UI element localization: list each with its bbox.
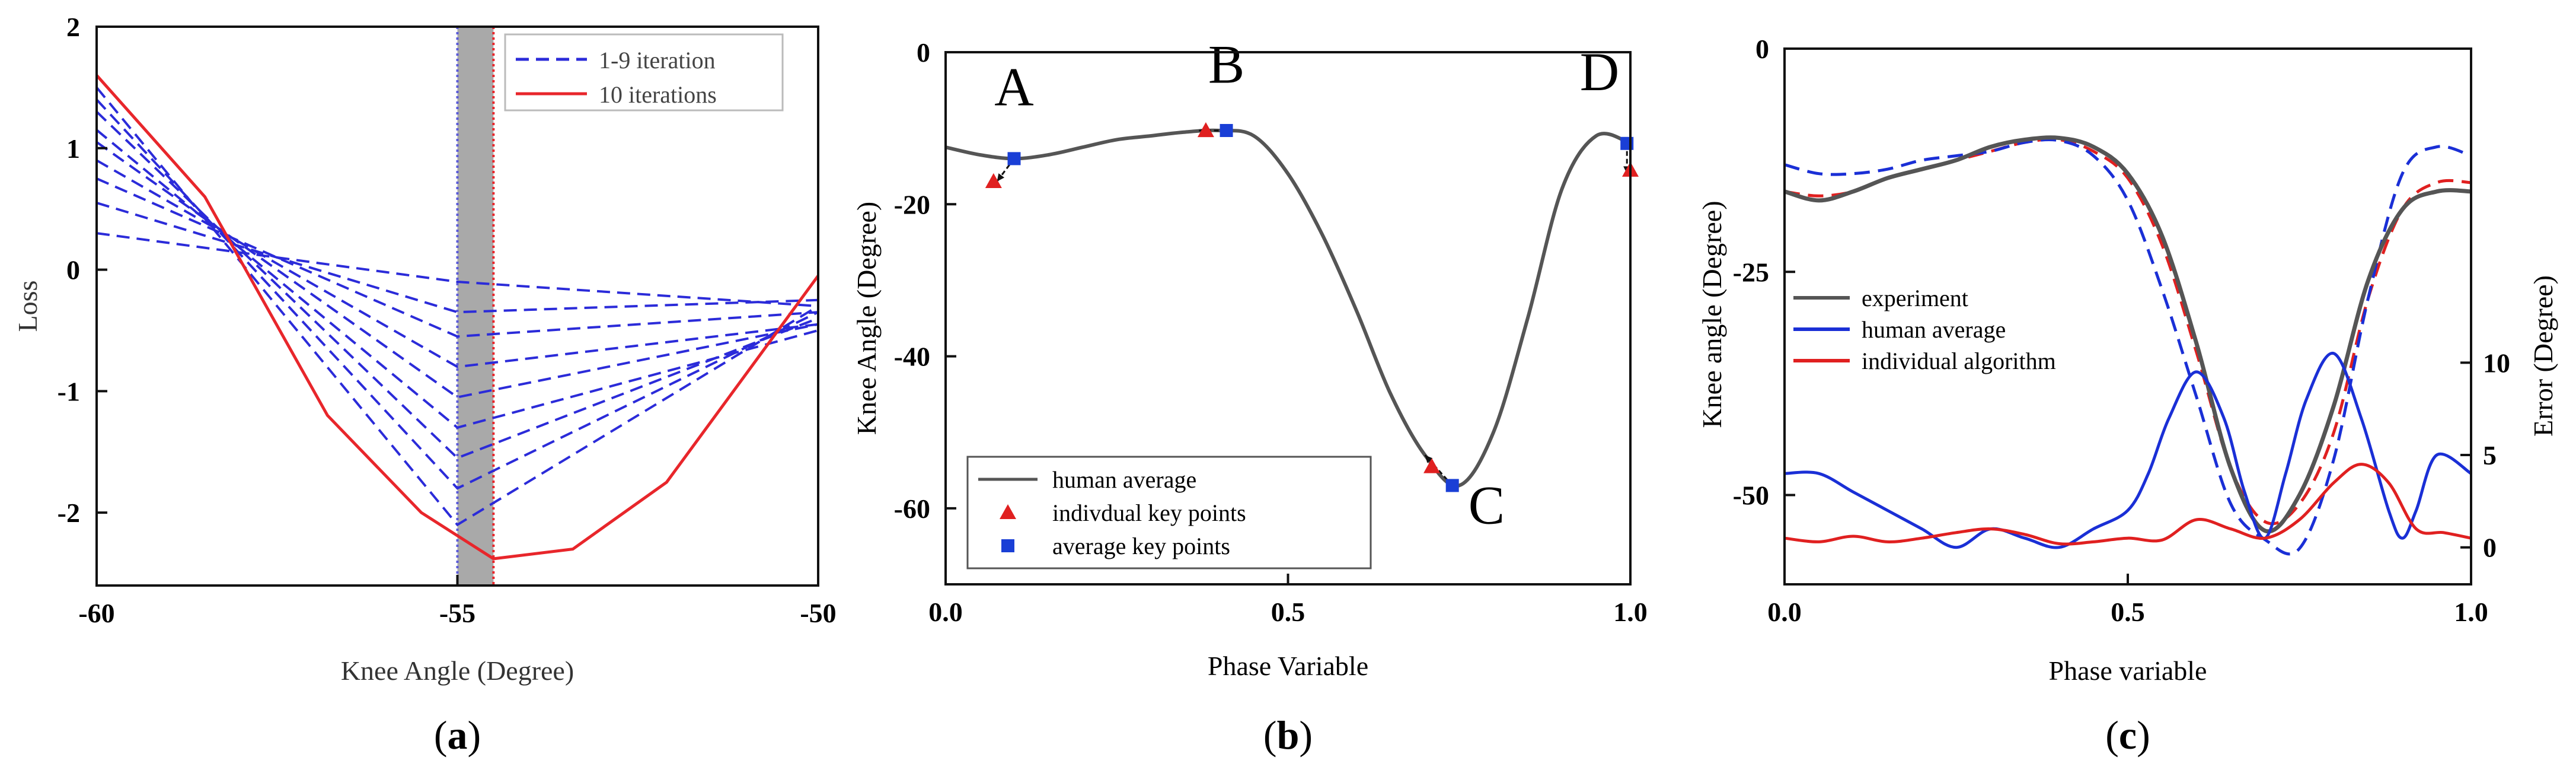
y-tick-label: -2 — [58, 498, 80, 528]
panel-label: (a) — [434, 712, 481, 758]
series-line-iteration — [95, 87, 819, 527]
series-line-iteration — [95, 110, 819, 460]
y-tick-label: 0 — [917, 37, 930, 68]
series-line-iteration — [96, 177, 819, 338]
individual-key-point — [985, 173, 1002, 189]
legend-label: human average — [1862, 316, 2006, 343]
panel-label-part: b — [1277, 712, 1300, 758]
legend-marker-triangle — [1000, 504, 1016, 519]
legend: human average indivdual key points average… — [966, 456, 1372, 569]
y2-tick-label: 5 — [2483, 440, 2497, 470]
series-line-human-average — [945, 128, 1632, 488]
panel-label-part: a — [448, 712, 468, 758]
x-tick-label: 0.0 — [1767, 597, 1802, 627]
y-tick-label: -60 — [894, 494, 930, 524]
x-tick-label: 1.0 — [2454, 597, 2488, 627]
series-line-individual-algorithm-error — [1784, 463, 2472, 546]
y-tick-label: -20 — [894, 189, 930, 219]
y-tick-label: -25 — [1733, 257, 1769, 287]
key-point-annotation: A — [994, 57, 1033, 117]
panel-label: (b) — [1263, 712, 1313, 758]
y-axis-label: Knee Angle (Degree) — [851, 202, 882, 435]
individual-key-point — [1197, 122, 1214, 138]
series-line-10-iterations — [95, 74, 820, 561]
panel-c: 0.0 0.5 1.0 0 -25 -50 0 5 10 Phase variable Knee a… — [1697, 34, 2558, 686]
legend-marker-square — [1001, 539, 1014, 552]
average-key-point — [1220, 123, 1233, 137]
x-tick-label: 0.0 — [928, 597, 963, 627]
legend-label: 1-9 iteration — [599, 47, 716, 74]
x-axis-label: Knee Angle (Degree) — [341, 656, 574, 686]
x-axis-label: Phase variable — [2049, 656, 2207, 686]
legend-label: experiment — [1862, 285, 1968, 311]
panel-a: -60 -55 -50 2 1 0 -1 -2 Knee Angle (Degree) Loss 1… — [12, 12, 837, 686]
average-key-point — [1445, 479, 1459, 492]
legend: experiment human average individual algori… — [1793, 285, 2056, 374]
panel-label-part: ( — [434, 712, 448, 758]
x-tick-label: -50 — [800, 598, 836, 628]
x-tick-label: 0.5 — [1271, 597, 1305, 627]
legend: 1-9 iteration 10 iterations — [504, 33, 784, 112]
arrow-head — [997, 173, 1005, 182]
panel-label-part: ( — [1263, 712, 1277, 758]
panel-label-part: ) — [1299, 712, 1313, 758]
legend-label: human average — [1052, 466, 1196, 493]
series-line-experiment — [1784, 135, 2472, 534]
series-line-dashed-angle — [1784, 138, 2472, 556]
legend-label: indivdual key points — [1052, 499, 1246, 526]
panel-label-part: ) — [468, 712, 481, 758]
y-tick-label: 0 — [1755, 34, 1769, 64]
average-key-point — [1007, 152, 1021, 166]
key-point-annotation: C — [1469, 475, 1505, 535]
series-line-iteration — [95, 98, 819, 490]
x-tick-label: -60 — [78, 598, 114, 628]
shaded-band — [457, 27, 494, 586]
y-tick-label: -50 — [1733, 481, 1769, 511]
individual-key-point — [1423, 458, 1441, 473]
panel-label-part: c — [2119, 712, 2137, 758]
y-tick-label: -40 — [894, 342, 930, 372]
y-axis-label: Knee angle (Degree) — [1697, 201, 1727, 428]
arrow-head — [1425, 455, 1433, 463]
panel-label: (c) — [2105, 712, 2150, 758]
y-tick-label: 1 — [66, 133, 80, 164]
legend-label: 10 iterations — [599, 81, 717, 108]
series-line-iteration — [95, 129, 819, 429]
legend-label: average key points — [1052, 533, 1230, 559]
panel-b: A B C D 0.0 0.5 1.0 0 -20 -40 -60 Phase Variable Kne… — [851, 34, 1648, 681]
y-tick-label: -1 — [58, 376, 80, 406]
x-axis-label: Phase Variable — [1208, 651, 1368, 681]
x-tick-label: 1.0 — [1613, 597, 1648, 627]
key-point-annotation: B — [1208, 34, 1244, 94]
y-tick-label: 0 — [66, 255, 80, 285]
legend-box — [966, 456, 1372, 569]
y-axis-label: Loss — [12, 281, 43, 332]
panel-label-part: ( — [2105, 712, 2119, 758]
y2-tick-label: 10 — [2483, 348, 2510, 378]
y2-axis-label: Error (Degree) — [2528, 275, 2558, 437]
series-line-iteration — [96, 201, 819, 314]
y-tick-label: 2 — [66, 12, 80, 42]
series-line-iteration — [96, 232, 819, 307]
y2-tick-label: 0 — [2483, 533, 2497, 563]
series-line-human-average-error — [1784, 352, 2472, 549]
x-tick-label: -55 — [439, 598, 475, 628]
legend-label: individual algorithm — [1862, 348, 2056, 374]
panel-label-part: ) — [2137, 712, 2150, 758]
x-tick-label: 0.5 — [2111, 597, 2145, 627]
legend-box — [504, 33, 784, 112]
key-point-annotation: D — [1580, 42, 1619, 102]
series-line-iteration — [96, 159, 819, 368]
